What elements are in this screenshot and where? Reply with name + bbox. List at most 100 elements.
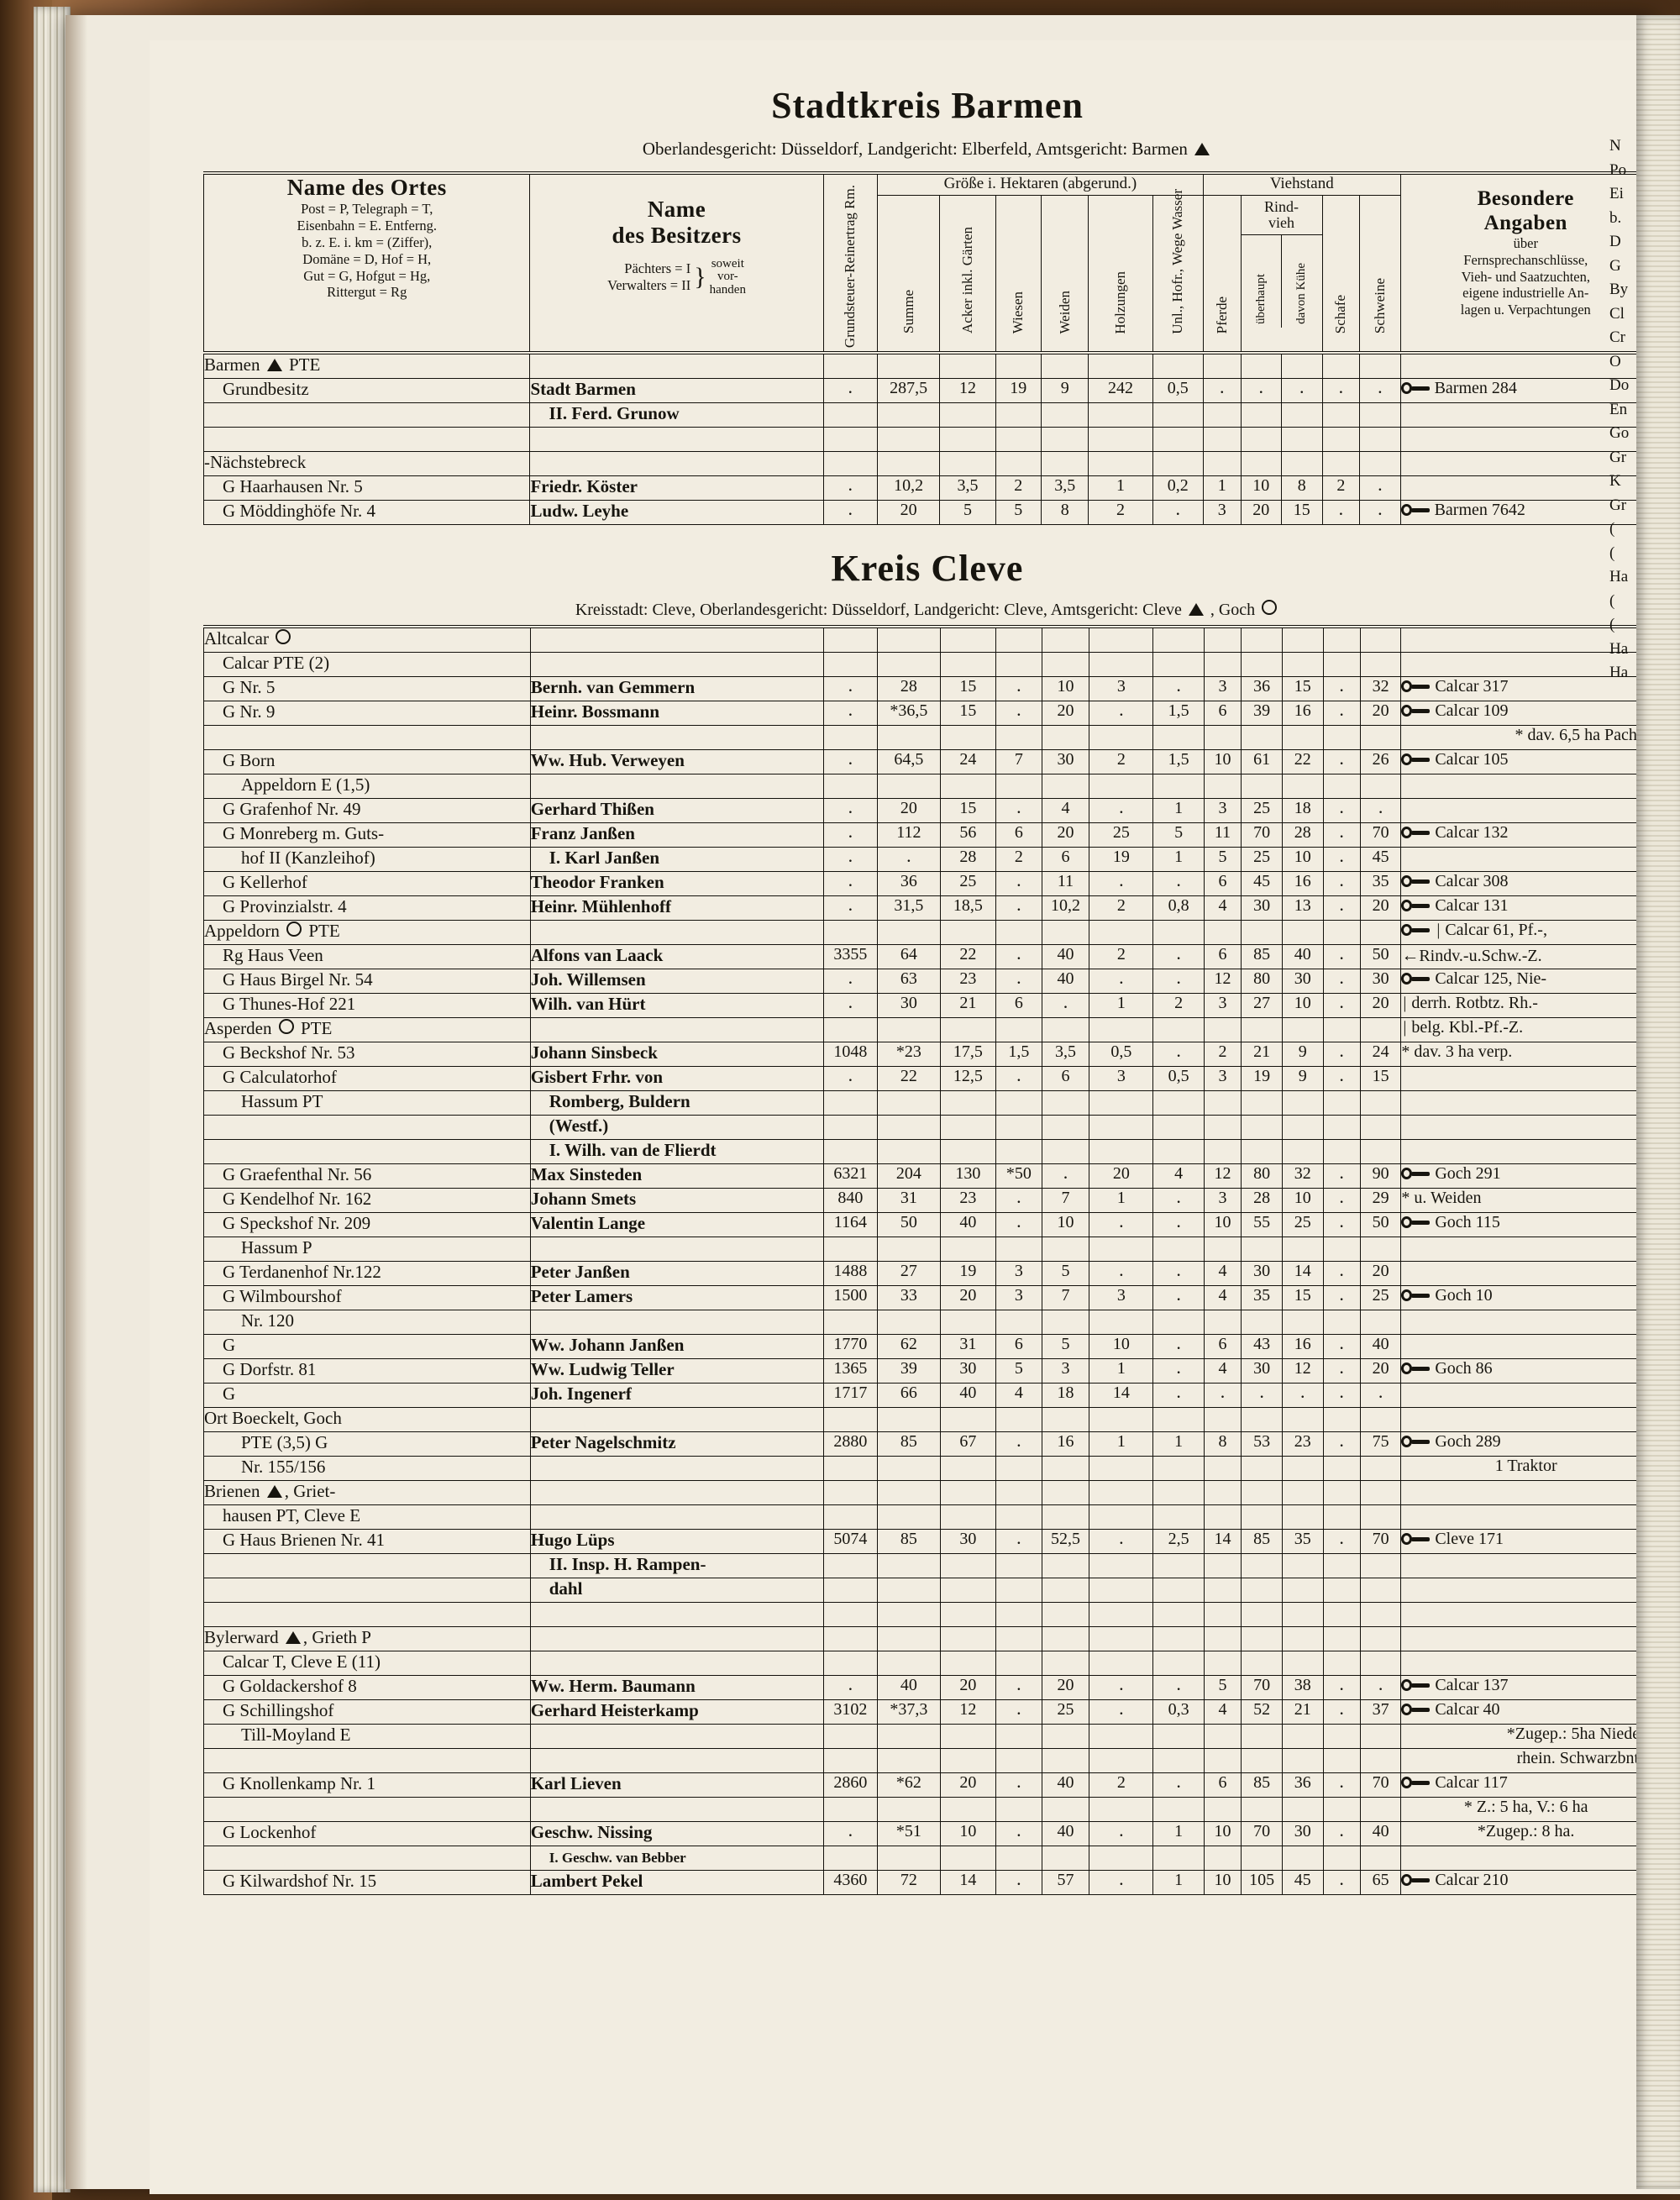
cell-pferde — [1203, 1139, 1242, 1164]
cell-besitzer — [529, 920, 824, 945]
cell-grund — [822, 1139, 879, 1164]
cell-weiden: 5 — [1041, 1334, 1090, 1359]
cell-besitzer — [529, 1797, 824, 1822]
cell-wiesen: *50 — [995, 1163, 1042, 1189]
table-row[interactable]: G Haus Birgel Nr. 54 Joh. Willemsen. 63 23.… — [203, 969, 1651, 994]
table-row[interactable]: Asperden PTE | belg. Kbl.-Pf.-Z. — [203, 1017, 1651, 1042]
cell-acker — [939, 1504, 997, 1530]
cell-rind: 30 — [1241, 1261, 1283, 1286]
table-row[interactable]: Appeldorn PTE | Calcar 61, Pf.-, — [203, 920, 1651, 945]
table-row[interactable]: G Terdanenhof Nr.122 Peter Janßen 1488 27 19… — [203, 1261, 1651, 1286]
table-row[interactable]: G Möddinghöfe Nr. 4 Ludw. Leyhe. 20 5 5 8 2. 3 2… — [202, 500, 1652, 525]
table-row[interactable]: hof II (Kanzleihof) I. Karl Janßen.. 28 2 6 1… — [203, 847, 1651, 872]
cell-holz: . — [1089, 1675, 1154, 1700]
table-row[interactable]: II. Insp. H. Rampen- — [203, 1553, 1651, 1578]
table-row[interactable]: G Joh. Ingenerf 1717 66 40 4 18 14...... — [203, 1383, 1651, 1408]
table-row[interactable]: Barmen PTE — [202, 351, 1652, 379]
table-row[interactable]: G Beckshof Nr. 53 Johann Sinsbeck 1048 *23 1… — [203, 1042, 1651, 1067]
cell-weiden: 10,2 — [1041, 895, 1090, 921]
table-row[interactable]: -Nächstebreck — [202, 451, 1652, 476]
table-row[interactable]: Appeldorn E (1,5) — [203, 774, 1651, 799]
cell-unl: 0,8 — [1152, 895, 1205, 921]
table-row[interactable]: G Nr. 5 Bernh. van Gemmern. 28 15. 10 3. 3 36 15… — [203, 676, 1651, 701]
table-row[interactable]: Hassum PT Romberg, Buldern — [203, 1090, 1651, 1116]
cell-pferde — [1203, 1578, 1242, 1603]
cut-column-line: N — [1609, 137, 1621, 155]
table-row[interactable]: G Graefenthal Nr. 56 Max Sinsteden 6321 204… — [203, 1163, 1651, 1189]
table-row[interactable]: Rg Haus Veen Alfons van Laack 3355 64 22. 40 2… — [203, 944, 1651, 969]
cell-wiesen: 1,5 — [995, 1042, 1042, 1067]
angaben-title-1: Besondere — [1477, 187, 1574, 210]
cell-kuehe — [1282, 1846, 1324, 1871]
table-row[interactable]: Calcar PTE (2) — [203, 652, 1651, 677]
table-row[interactable]: G Ww. Johann Janßen 1770 62 31 6 5 10. 6 43 16. 40 — [203, 1334, 1651, 1359]
cell-grund — [822, 1237, 879, 1262]
table-row[interactable]: Calcar T, Cleve E (11) — [203, 1651, 1651, 1676]
cell-holz: . — [1089, 701, 1154, 726]
table-row[interactable]: Altcalcar — [203, 625, 1651, 653]
table-row[interactable]: G Nr. 9 Heinr. Bossmann. *36,5 15. 20. 1,5 6 39… — [203, 701, 1651, 726]
table-row[interactable]: G Kilwardshof Nr. 15 Lambert Pekel 4360 72 1… — [203, 1870, 1651, 1895]
cell-grund: . — [822, 500, 878, 525]
table-row[interactable]: I. Geschw. van Bebber — [203, 1846, 1651, 1871]
table-row[interactable]: G Born Ww. Hub. Verweyen. 64,5 24 7 30 2 1,5 10 6… — [203, 749, 1651, 774]
cell-besitzer — [529, 427, 824, 452]
table-row[interactable]: Hassum P — [203, 1237, 1651, 1262]
table-row[interactable]: Ort Boeckelt, Goch — [203, 1407, 1651, 1432]
cell-pferde — [1203, 1407, 1242, 1432]
table-row[interactable]: G Dorfstr. 81 Ww. Ludwig Teller 1365 39 30 5 3… — [203, 1358, 1651, 1384]
cell-kuehe — [1282, 1797, 1324, 1822]
table-row[interactable]: (Westf.) — [203, 1115, 1651, 1140]
table-row[interactable]: Nr. 120 — [203, 1310, 1651, 1335]
table-row[interactable]: G Haus Brienen Nr. 41 Hugo Lüps 5074 85 30. 5… — [203, 1529, 1651, 1554]
table-row[interactable]: G Goldackershof 8 Ww. Herm. Baumann. 40 20.… — [203, 1675, 1651, 1700]
table-row[interactable]: * Z.: 5 ha, V.: 6 ha — [203, 1797, 1651, 1822]
table-row[interactable]: G Schillingshof Gerhard Heisterkamp 3102 *3… — [203, 1699, 1651, 1725]
table-row[interactable]: G Wilmbourshof Peter Lamers 1500 33 20 3 7 3. 4 3… — [203, 1285, 1651, 1310]
table-row[interactable]: G Grafenhof Nr. 49 Gerhard Thißen. 20 15. 4.… — [203, 798, 1651, 823]
table-row[interactable]: G Monreberg m. Guts- Franz Janßen. 112 56 6 2… — [203, 822, 1651, 848]
table-row[interactable]: Brienen , Griet- — [203, 1480, 1651, 1505]
cell-weiden — [1041, 1139, 1090, 1164]
table-row[interactable]: * dav. 6,5 ha Pachtl. — [203, 725, 1651, 750]
table-row[interactable] — [202, 427, 1652, 452]
cell-pferde: . — [1202, 378, 1242, 403]
table-row[interactable]: Grundbesitz Stadt Barmen. 287,5 12 19 9 242 0,5… — [202, 378, 1652, 403]
cell-acker: 23 — [939, 1188, 997, 1213]
table-row[interactable]: G Kellerhof Theodor Franken. 36 25. 11.. 6 45 1… — [203, 871, 1651, 896]
cell-holz — [1089, 774, 1154, 799]
table-row[interactable]: G Lockenhof Geschw. Nissing. *51 10. 40. 1 10 7… — [203, 1821, 1651, 1846]
cell-besitzer — [529, 725, 824, 750]
table-row[interactable]: dahl — [203, 1578, 1651, 1603]
table-row[interactable]: I. Wilh. van de Flierdt — [203, 1139, 1651, 1164]
table-row[interactable]: PTE (3,5) G Peter Nagelschmitz 2880 85 67. 16… — [203, 1431, 1651, 1457]
table-row[interactable]: rhein. Schwarzbntz. — [203, 1748, 1651, 1773]
cell-schafe: . — [1322, 871, 1361, 896]
cell-ort: G Terdanenhof Nr.122 — [203, 1261, 531, 1286]
table-row[interactable]: G Haarhausen Nr. 5 Friedr. Köster. 10,2 3,5… — [202, 475, 1652, 501]
cell-ort: Barmen PTE — [202, 351, 531, 379]
cell-holz: 3 — [1089, 676, 1154, 701]
table-row[interactable]: G Provinzialstr. 4 Heinr. Mühlenhoff. 31,5… — [203, 895, 1651, 921]
table-row[interactable]: G Thunes-Hof 221 Wilh. van Hürt. 30 21 6. 1 2 3… — [203, 993, 1651, 1018]
besitzer-brace-1: soweit — [711, 256, 744, 270]
angaben-text: Barmen 284 — [1434, 379, 1517, 397]
table-row[interactable]: G Knollenkamp Nr. 1 Karl Lieven 2860 *62 20.… — [203, 1772, 1651, 1798]
cell-unl — [1152, 402, 1204, 428]
cell-kuehe: 23 — [1282, 1431, 1324, 1457]
table-row[interactable]: II. Ferd. Grunow — [202, 402, 1652, 428]
table-row[interactable]: G Kendelhof Nr. 162 Johann Smets 840 31 23. 7… — [203, 1188, 1651, 1213]
cell-besitzer: Ww. Ludwig Teller — [529, 1358, 824, 1384]
cell-rind: 45 — [1241, 871, 1283, 896]
table-row[interactable] — [203, 1602, 1651, 1627]
table-row[interactable]: hausen PT, Cleve E — [203, 1504, 1651, 1530]
cell-wiesen — [995, 1748, 1042, 1773]
table-row[interactable]: Bylerward , Grieth P — [203, 1626, 1651, 1651]
cell-unl — [1152, 1310, 1205, 1335]
table-row[interactable]: G Calculatorhof Gisbert Frhr. von. 22 12,5.… — [203, 1066, 1651, 1091]
angaben-text: Calcar 137 — [1435, 1676, 1509, 1694]
cut-column-line: Ha — [1609, 639, 1629, 658]
table-row[interactable]: G Speckshof Nr. 209 Valentin Lange 1164 50 4… — [203, 1212, 1651, 1237]
table-row[interactable]: Nr. 155/156 1 Traktor — [203, 1456, 1651, 1481]
table-row[interactable]: Till-Moyland E *Zugep.: 5ha Nieder- — [203, 1724, 1651, 1749]
